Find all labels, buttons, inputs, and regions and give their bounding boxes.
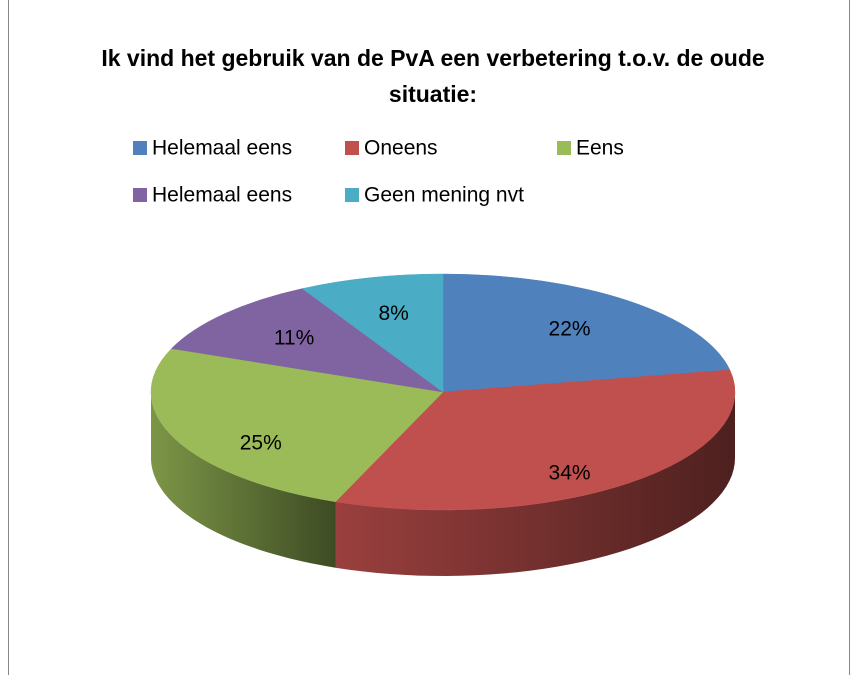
data-label: 11% xyxy=(274,326,314,349)
data-label: 8% xyxy=(378,302,408,325)
slice-side xyxy=(151,392,336,568)
slice xyxy=(301,273,444,393)
legend-label: Helemaal eens xyxy=(152,137,292,160)
data-label: 34% xyxy=(549,461,591,484)
slice xyxy=(334,369,736,511)
legend-label: Eens xyxy=(576,137,624,160)
legend-swatch xyxy=(345,188,359,202)
legend-swatch xyxy=(133,188,147,202)
slice xyxy=(170,288,444,393)
slice xyxy=(442,273,731,393)
legend-swatch xyxy=(557,141,571,155)
legend-swatch xyxy=(345,141,359,155)
legend-label: Geen mening nvt xyxy=(364,184,524,207)
data-label: 25% xyxy=(240,431,282,454)
legend-label: Oneens xyxy=(364,137,438,160)
legend-swatch xyxy=(133,141,147,155)
slice xyxy=(150,348,444,502)
data-label: 22% xyxy=(549,318,591,341)
chart-frame xyxy=(8,0,850,675)
chart-title: Ik vind het gebruik van de PvA een verbe… xyxy=(101,45,765,107)
slice-side xyxy=(335,392,735,576)
legend-label: Helemaal eens xyxy=(152,184,292,207)
